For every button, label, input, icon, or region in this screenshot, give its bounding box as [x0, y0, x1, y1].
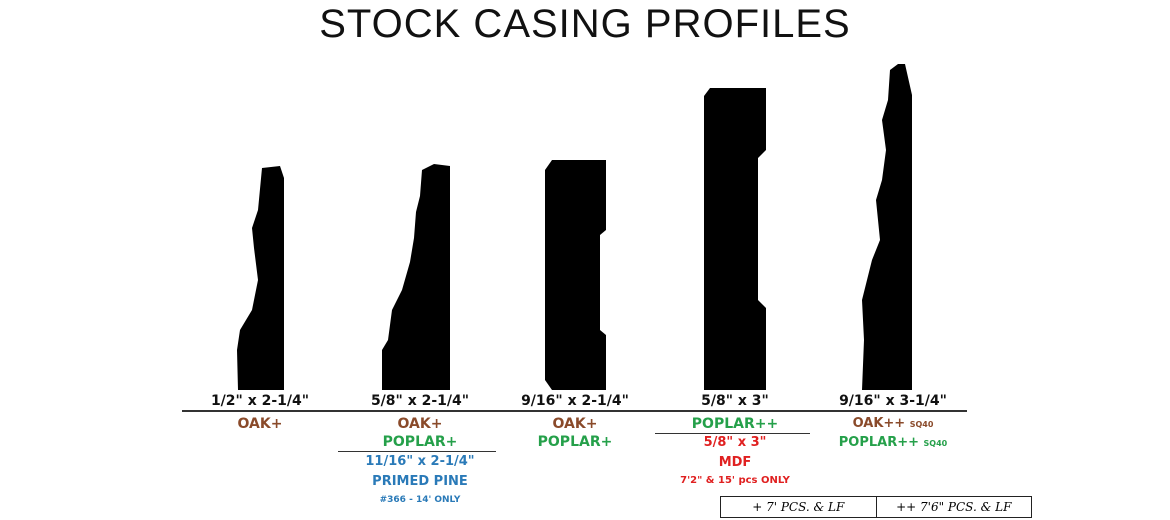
- profile-3-species-oak: OAK+: [552, 416, 598, 432]
- profile-3-dimension: 9/16" x 2-1/4": [521, 393, 629, 409]
- casing-profile-2: [382, 164, 450, 390]
- profile-4-alt-material: MDF: [718, 455, 752, 470]
- casing-profile-1: [237, 166, 284, 390]
- profile-2-species-poplar: POPLAR+: [382, 434, 458, 450]
- profile-2-alt-note: #366 - 14' ONLY: [379, 495, 461, 505]
- legend-item-single-plus: + 7' PCS. & LF: [752, 500, 845, 514]
- profile-4-species-poplar: POPLAR++: [691, 416, 779, 432]
- page-title: STOCK CASING PROFILES: [319, 2, 851, 46]
- divider-line: [655, 433, 810, 434]
- profile-4-alt-dimension: 5/8" x 3": [703, 435, 767, 450]
- casing-profile-4: [704, 88, 766, 390]
- profile-2-dimension: 5/8" x 2-1/4": [370, 393, 470, 409]
- baseline-rule: [182, 410, 967, 412]
- profile-3-species-poplar: POPLAR+: [537, 434, 613, 450]
- profile-4-alt-note: 7'2" & 15' pcs ONLY: [680, 475, 790, 486]
- profile-2-alt-material: PRIMED PINE: [372, 474, 468, 489]
- divider-line: [338, 451, 496, 452]
- profile-2-alt-dimension: 11/16" x 2-1/4": [365, 454, 475, 469]
- legend-box: + 7' PCS. & LF ++ 7'6" PCS. & LF: [720, 496, 1032, 518]
- casing-profile-3: [545, 160, 606, 390]
- profile-1-dimension: 1/2" x 2-1/4": [210, 393, 310, 409]
- profile-5-dimension: 9/16" x 3-1/4": [839, 393, 947, 409]
- profile-5-species-oak: OAK++ SQ40: [852, 416, 934, 431]
- casing-profiles-drawing: [237, 64, 912, 390]
- profile-2-species-oak: OAK+: [397, 416, 443, 432]
- profile-1-species-oak: OAK+: [237, 416, 283, 432]
- casing-profile-5: [862, 64, 912, 390]
- legend-item-double-plus: ++ 7'6" PCS. & LF: [875, 497, 1032, 517]
- profile-5-species-poplar: POPLAR++ SQ40: [838, 435, 948, 450]
- profile-4-dimension: 5/8" x 3": [701, 393, 769, 409]
